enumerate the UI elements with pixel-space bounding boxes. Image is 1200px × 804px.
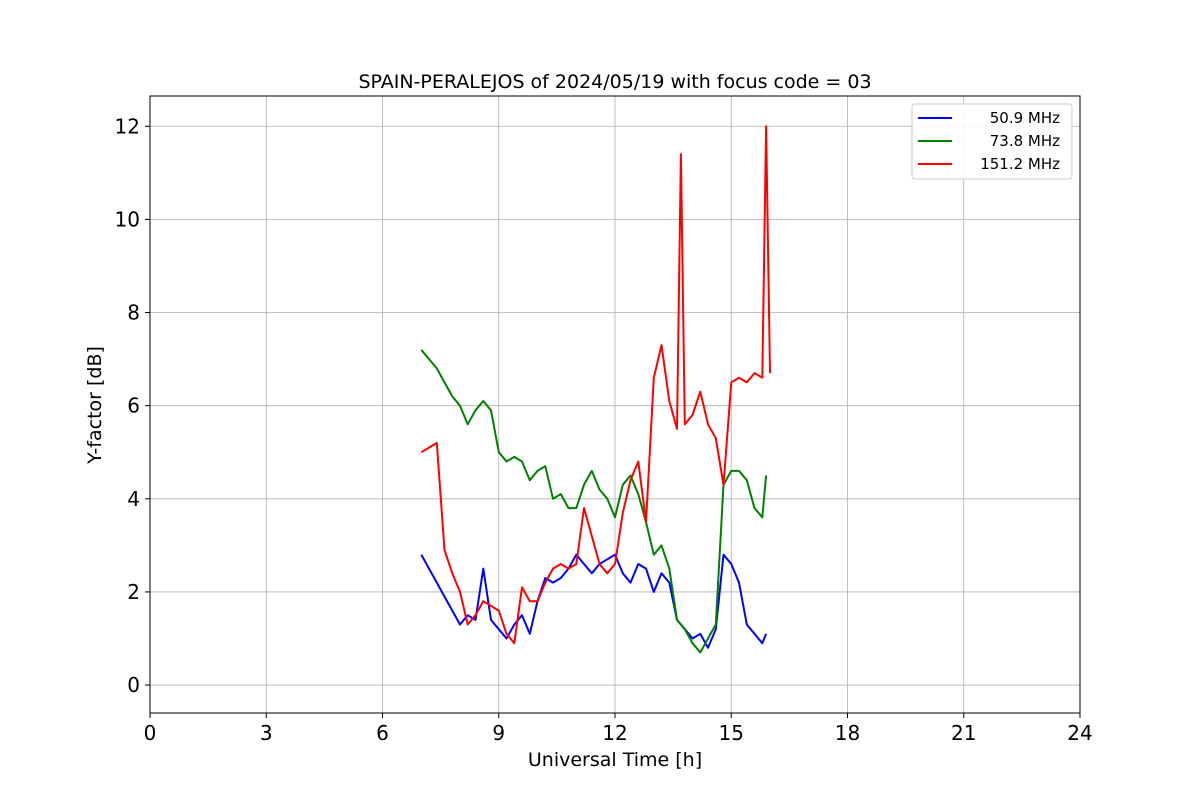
legend: 50.9 MHz 73.8 MHz 151.2 MHz xyxy=(911,103,1073,180)
x-tick-label: 21 xyxy=(951,721,976,745)
x-tick-label: 15 xyxy=(719,721,744,745)
series-line-3 xyxy=(420,125,771,645)
y-tick-label: 8 xyxy=(127,301,140,325)
chart-title: SPAIN-PERALEJOS of 2024/05/19 with focus… xyxy=(358,71,871,93)
x-tick-label: 9 xyxy=(492,721,505,745)
x-tick-label: 12 xyxy=(602,721,627,745)
legend-box xyxy=(911,103,1073,180)
series-line-2 xyxy=(420,349,768,654)
y-tick-label: 6 xyxy=(127,394,140,418)
x-tick-label: 18 xyxy=(835,721,860,745)
x-tick-label: 6 xyxy=(376,721,389,745)
x-tick-label: 0 xyxy=(144,721,157,745)
y-tick-label: 0 xyxy=(127,673,140,697)
x-tick-label: 24 xyxy=(1067,721,1092,745)
y-tick-label: 12 xyxy=(115,114,140,138)
series-line-1 xyxy=(420,553,768,649)
y-tick-label: 10 xyxy=(115,207,140,231)
y-tick-label: 4 xyxy=(127,487,140,511)
legend-label: 50.9 MHz xyxy=(990,109,1060,127)
legend-label: 151.2 MHz xyxy=(980,155,1060,173)
y-axis-label: Y-factor [dB] xyxy=(84,346,106,465)
legend-label: 73.8 MHz xyxy=(990,132,1060,150)
series-lines xyxy=(420,125,771,654)
x-tick-label: 3 xyxy=(260,721,273,745)
x-axis-label: Universal Time [h] xyxy=(528,749,702,771)
y-tick-label: 2 xyxy=(127,580,140,604)
